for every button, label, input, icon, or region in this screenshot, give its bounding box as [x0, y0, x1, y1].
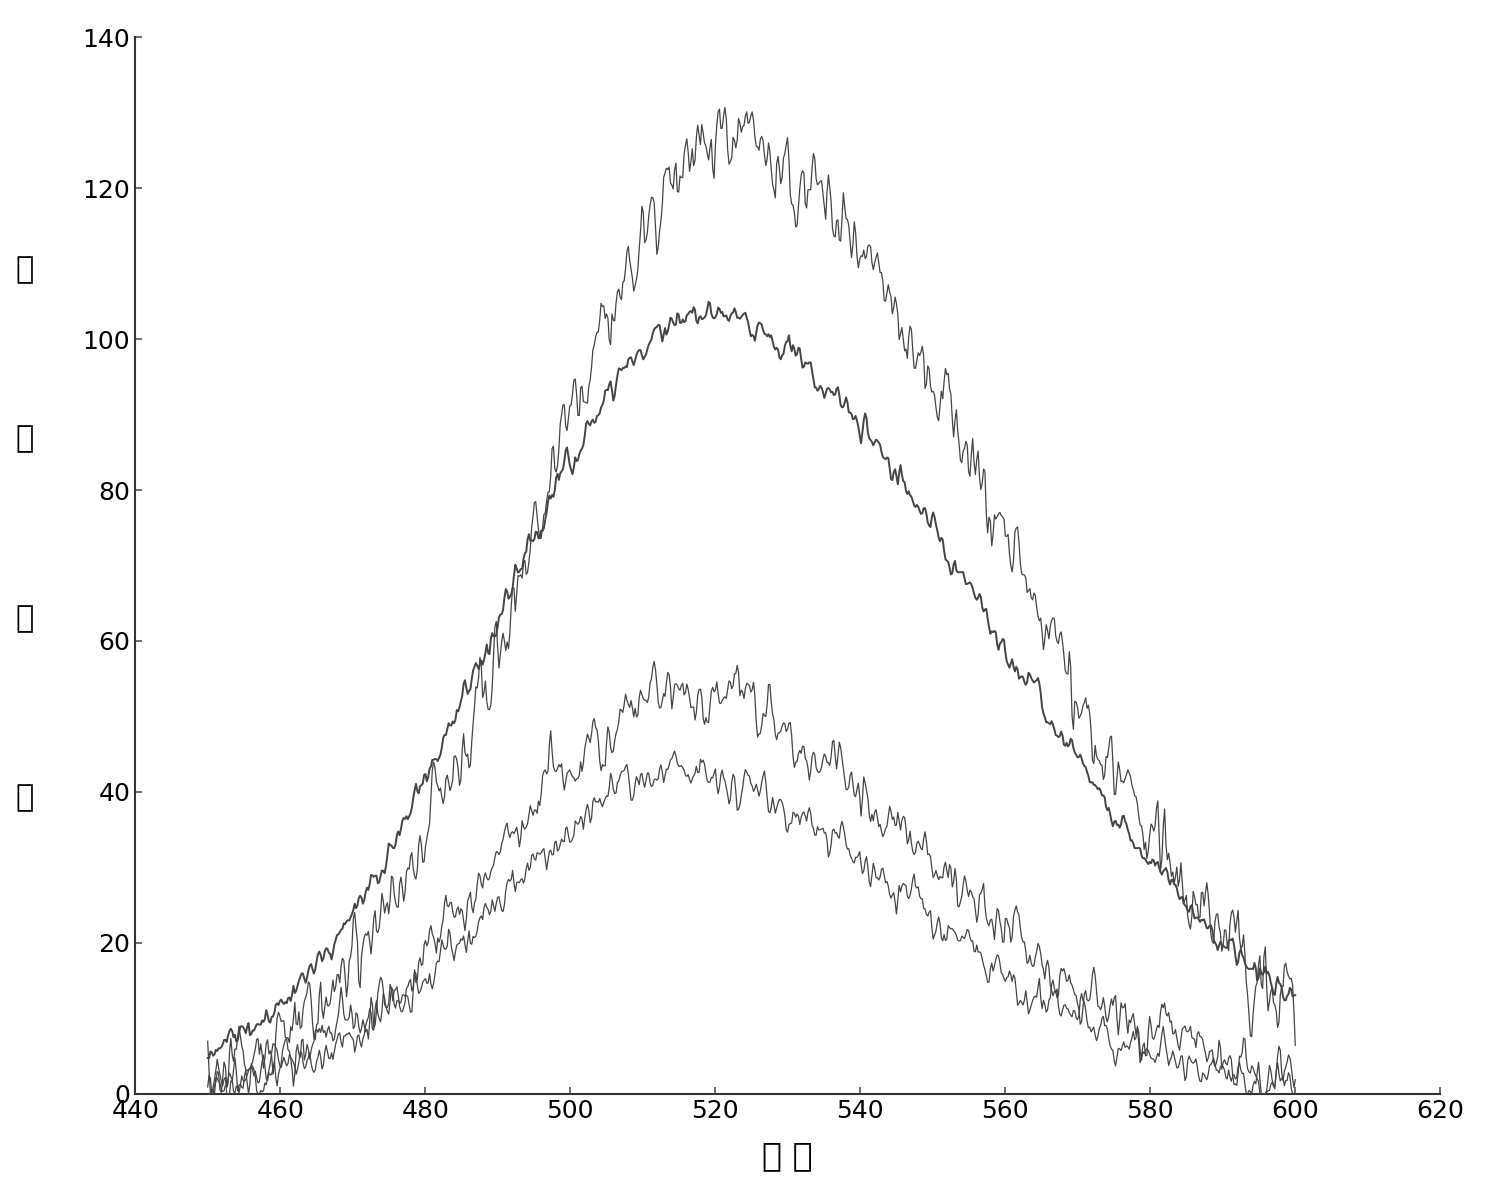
Text: 荧: 荧 [15, 256, 33, 284]
Text: 度: 度 [15, 784, 33, 812]
Text: 强: 强 [15, 604, 33, 632]
Text: 光: 光 [15, 425, 33, 454]
X-axis label: 波 长: 波 长 [762, 1139, 813, 1172]
